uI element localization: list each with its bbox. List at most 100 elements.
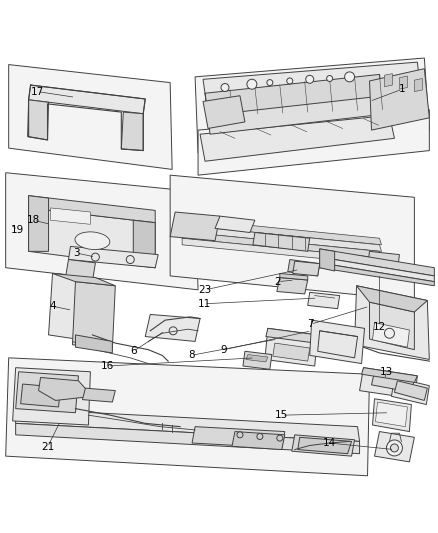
Polygon shape bbox=[360, 368, 417, 399]
Polygon shape bbox=[372, 399, 411, 432]
Polygon shape bbox=[28, 100, 49, 140]
Polygon shape bbox=[292, 435, 355, 456]
Polygon shape bbox=[243, 351, 272, 369]
Polygon shape bbox=[357, 286, 427, 312]
Polygon shape bbox=[6, 173, 198, 290]
Polygon shape bbox=[16, 372, 78, 413]
Polygon shape bbox=[375, 402, 407, 426]
Text: 16: 16 bbox=[101, 361, 114, 371]
Circle shape bbox=[287, 78, 293, 84]
Circle shape bbox=[267, 79, 273, 86]
Circle shape bbox=[306, 75, 314, 83]
Polygon shape bbox=[182, 232, 381, 258]
Circle shape bbox=[390, 444, 399, 452]
Polygon shape bbox=[232, 432, 285, 449]
Polygon shape bbox=[72, 281, 115, 350]
Polygon shape bbox=[371, 372, 414, 392]
Circle shape bbox=[257, 433, 263, 440]
Polygon shape bbox=[208, 96, 388, 134]
Polygon shape bbox=[198, 110, 429, 175]
Text: 6: 6 bbox=[130, 346, 137, 356]
Polygon shape bbox=[370, 302, 414, 350]
Polygon shape bbox=[414, 78, 422, 92]
Polygon shape bbox=[182, 219, 381, 245]
Text: 17: 17 bbox=[31, 86, 44, 96]
Text: 3: 3 bbox=[73, 248, 80, 258]
Polygon shape bbox=[68, 246, 158, 268]
Polygon shape bbox=[200, 115, 395, 161]
Text: 23: 23 bbox=[198, 285, 212, 295]
Polygon shape bbox=[75, 335, 112, 353]
Polygon shape bbox=[53, 273, 115, 286]
Text: 18: 18 bbox=[27, 215, 40, 225]
Text: 13: 13 bbox=[380, 367, 393, 377]
Polygon shape bbox=[13, 368, 90, 425]
Polygon shape bbox=[28, 85, 145, 114]
Polygon shape bbox=[28, 196, 155, 223]
Polygon shape bbox=[28, 208, 155, 268]
Polygon shape bbox=[6, 358, 370, 476]
Text: 15: 15 bbox=[275, 410, 289, 420]
Text: 9: 9 bbox=[221, 345, 227, 354]
Polygon shape bbox=[355, 286, 429, 359]
Polygon shape bbox=[9, 64, 172, 169]
Polygon shape bbox=[195, 58, 429, 153]
Polygon shape bbox=[361, 368, 417, 382]
Polygon shape bbox=[39, 377, 92, 400]
Polygon shape bbox=[192, 426, 285, 448]
Polygon shape bbox=[145, 314, 200, 342]
Text: 12: 12 bbox=[373, 322, 386, 332]
Polygon shape bbox=[385, 74, 392, 87]
Polygon shape bbox=[246, 354, 268, 362]
Polygon shape bbox=[203, 96, 245, 128]
Text: 1: 1 bbox=[399, 84, 406, 94]
Polygon shape bbox=[16, 423, 360, 454]
Polygon shape bbox=[310, 320, 364, 364]
Circle shape bbox=[247, 79, 257, 89]
Polygon shape bbox=[170, 175, 414, 301]
Polygon shape bbox=[28, 196, 49, 252]
Polygon shape bbox=[320, 249, 434, 276]
Text: 11: 11 bbox=[198, 299, 211, 309]
Polygon shape bbox=[266, 328, 318, 343]
Polygon shape bbox=[318, 331, 357, 358]
Circle shape bbox=[386, 440, 403, 456]
Ellipse shape bbox=[75, 232, 110, 249]
Polygon shape bbox=[399, 76, 407, 89]
Text: 19: 19 bbox=[11, 225, 24, 235]
Polygon shape bbox=[293, 261, 320, 276]
Text: 4: 4 bbox=[49, 301, 56, 311]
Polygon shape bbox=[49, 273, 95, 342]
Polygon shape bbox=[182, 225, 381, 252]
Polygon shape bbox=[320, 249, 335, 271]
Polygon shape bbox=[367, 252, 399, 271]
Polygon shape bbox=[308, 292, 339, 309]
Circle shape bbox=[237, 432, 243, 438]
Polygon shape bbox=[298, 437, 352, 454]
Polygon shape bbox=[182, 238, 381, 264]
Polygon shape bbox=[273, 343, 310, 361]
Polygon shape bbox=[277, 278, 308, 294]
Polygon shape bbox=[392, 377, 429, 405]
Polygon shape bbox=[82, 388, 115, 402]
Polygon shape bbox=[253, 232, 310, 252]
Text: 8: 8 bbox=[188, 350, 194, 360]
Polygon shape bbox=[280, 273, 308, 280]
Polygon shape bbox=[288, 260, 320, 276]
Polygon shape bbox=[121, 112, 143, 151]
Circle shape bbox=[277, 435, 283, 441]
Circle shape bbox=[327, 76, 332, 82]
Circle shape bbox=[345, 72, 355, 82]
Polygon shape bbox=[21, 384, 60, 407]
Polygon shape bbox=[265, 328, 318, 366]
Polygon shape bbox=[170, 212, 220, 241]
Polygon shape bbox=[66, 260, 95, 281]
Polygon shape bbox=[50, 208, 90, 224]
Polygon shape bbox=[203, 62, 421, 115]
Polygon shape bbox=[215, 216, 255, 232]
Polygon shape bbox=[374, 432, 414, 462]
Polygon shape bbox=[205, 75, 385, 128]
Polygon shape bbox=[320, 263, 434, 286]
Text: 14: 14 bbox=[323, 438, 336, 448]
Polygon shape bbox=[16, 409, 360, 441]
